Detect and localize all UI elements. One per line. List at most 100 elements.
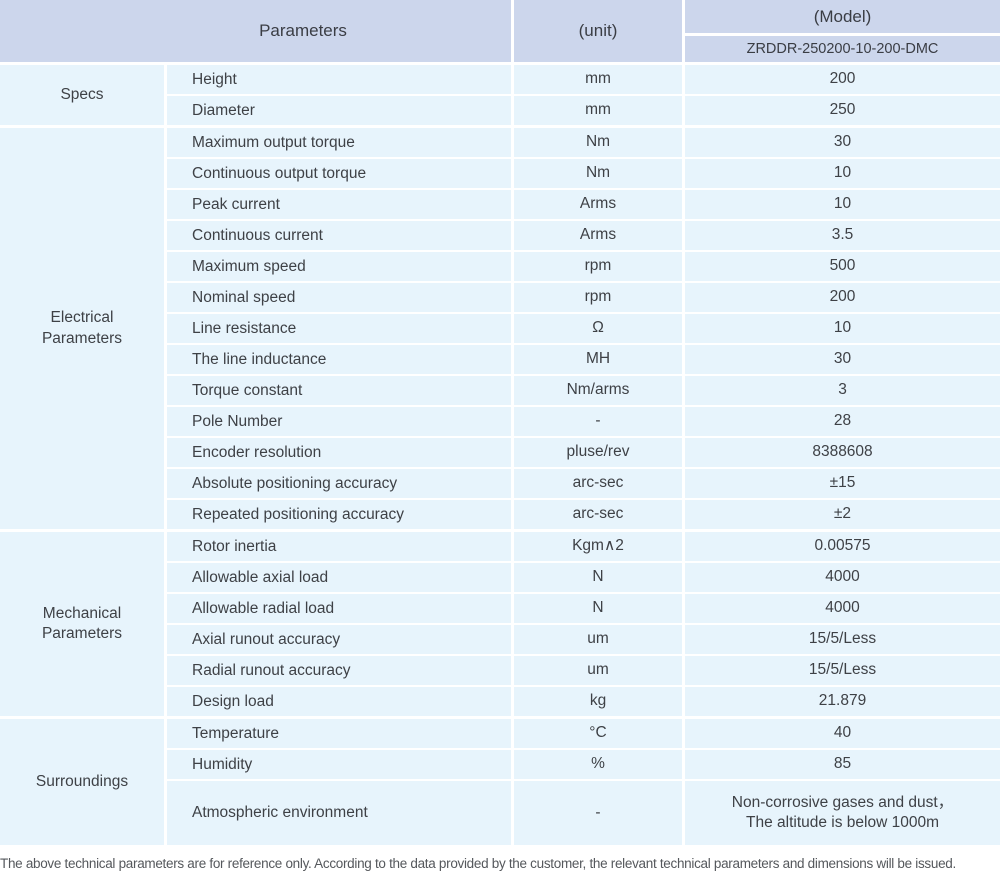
param-value: 4000 (685, 563, 1000, 592)
header-model-group: (Model) ZRDDR-250200-10-200-DMC (685, 0, 1000, 62)
param-name: Continuous current (167, 221, 511, 250)
param-unit: mm (514, 65, 682, 94)
param-value: 0.00575 (685, 532, 1000, 561)
param-name: Rotor inertia (167, 532, 511, 561)
param-value: 3 (685, 376, 1000, 405)
param-name: Repeated positioning accuracy (167, 500, 511, 529)
param-name: Maximum speed (167, 252, 511, 281)
param-name: Absolute positioning accuracy (167, 469, 511, 498)
param-name: Allowable radial load (167, 594, 511, 623)
param-name: Peak current (167, 190, 511, 219)
param-unit: pluse/rev (514, 438, 682, 467)
table-row: Repeated positioning accuracy arc-sec ±2 (167, 500, 1000, 529)
table-row: Axial runout accuracy um 15/5/Less (167, 625, 1000, 654)
param-unit: Ω (514, 314, 682, 343)
param-unit: - (514, 407, 682, 436)
group-rows: Maximum output torque Nm 30 Continuous o… (167, 128, 1000, 529)
table-row: Height mm 200 (167, 65, 1000, 94)
param-unit: arc-sec (514, 469, 682, 498)
header-model: (Model) (685, 0, 1000, 33)
table-row: Encoder resolution pluse/rev 8388608 (167, 438, 1000, 467)
table-row: Maximum speed rpm 500 (167, 252, 1000, 281)
group-label: Mechanical Parameters (0, 532, 164, 716)
param-name: Continuous output torque (167, 159, 511, 188)
param-name: Radial runout accuracy (167, 656, 511, 685)
group-specs: Specs Height mm 200 Diameter mm 250 (0, 65, 1000, 125)
param-name: Allowable axial load (167, 563, 511, 592)
param-name: Temperature (167, 719, 511, 748)
param-name: Humidity (167, 750, 511, 779)
table-row: Allowable radial load N 4000 (167, 594, 1000, 623)
table-row: Continuous output torque Nm 10 (167, 159, 1000, 188)
param-name: Nominal speed (167, 283, 511, 312)
param-unit: N (514, 594, 682, 623)
param-name: Axial runout accuracy (167, 625, 511, 654)
param-value: 10 (685, 190, 1000, 219)
param-unit: Arms (514, 221, 682, 250)
table-row: Continuous current Arms 3.5 (167, 221, 1000, 250)
param-value: 40 (685, 719, 1000, 748)
param-value: 3.5 (685, 221, 1000, 250)
group-rows: Rotor inertia Kgm∧2 0.00575 Allowable ax… (167, 532, 1000, 716)
param-name: Height (167, 65, 511, 94)
param-name: Pole Number (167, 407, 511, 436)
model-number: ZRDDR-250200-10-200-DMC (685, 36, 1000, 62)
param-unit: um (514, 625, 682, 654)
param-value: 30 (685, 128, 1000, 157)
param-value: ±15 (685, 469, 1000, 498)
param-value: 85 (685, 750, 1000, 779)
param-unit: Nm/arms (514, 376, 682, 405)
param-value: 500 (685, 252, 1000, 281)
table-row: Design load kg 21.879 (167, 687, 1000, 716)
param-unit: rpm (514, 283, 682, 312)
param-value: 28 (685, 407, 1000, 436)
param-name: Maximum output torque (167, 128, 511, 157)
param-value: 200 (685, 283, 1000, 312)
param-value: 30 (685, 345, 1000, 374)
group-surroundings: Surroundings Temperature °C 40 Humidity … (0, 719, 1000, 845)
param-value: 250 (685, 96, 1000, 125)
param-value: ±2 (685, 500, 1000, 529)
param-unit: N (514, 563, 682, 592)
table-row: Nominal speed rpm 200 (167, 283, 1000, 312)
table-header: Parameters (unit) (Model) ZRDDR-250200-1… (0, 0, 1000, 62)
table-row: Diameter mm 250 (167, 96, 1000, 125)
param-unit: Nm (514, 159, 682, 188)
param-name: Torque constant (167, 376, 511, 405)
spec-table: Parameters (unit) (Model) ZRDDR-250200-1… (0, 0, 1000, 845)
table-row: Temperature °C 40 (167, 719, 1000, 748)
param-unit: kg (514, 687, 682, 716)
group-mechanical-parameters: Mechanical Parameters Rotor inertia Kgm∧… (0, 532, 1000, 716)
param-unit: rpm (514, 252, 682, 281)
param-value: Non-corrosive gases and dust， The altitu… (685, 781, 1000, 845)
table-row: Allowable axial load N 4000 (167, 563, 1000, 592)
param-value: 15/5/Less (685, 656, 1000, 685)
group-label: Specs (0, 65, 164, 125)
group-rows: Temperature °C 40 Humidity % 85 Atmosphe… (167, 719, 1000, 845)
param-name: Atmospheric environment (167, 781, 511, 845)
param-name: Line resistance (167, 314, 511, 343)
param-value: 4000 (685, 594, 1000, 623)
param-value: 21.879 (685, 687, 1000, 716)
table-row: Atmospheric environment - Non-corrosive … (167, 781, 1000, 845)
table-row: Torque constant Nm/arms 3 (167, 376, 1000, 405)
footer-note: The above technical parameters are for r… (0, 856, 956, 871)
param-name: Diameter (167, 96, 511, 125)
group-label: Surroundings (0, 719, 164, 845)
param-name: Encoder resolution (167, 438, 511, 467)
header-unit: (unit) (514, 0, 682, 62)
group-electrical-parameters: Electrical Parameters Maximum output tor… (0, 128, 1000, 529)
table-row: Humidity % 85 (167, 750, 1000, 779)
table-row: Absolute positioning accuracy arc-sec ±1… (167, 469, 1000, 498)
param-unit: Kgm∧2 (514, 532, 682, 561)
param-value: 200 (685, 65, 1000, 94)
param-name: Design load (167, 687, 511, 716)
param-value: 15/5/Less (685, 625, 1000, 654)
param-unit: mm (514, 96, 682, 125)
param-value: 8388608 (685, 438, 1000, 467)
param-unit: um (514, 656, 682, 685)
table-row: Peak current Arms 10 (167, 190, 1000, 219)
param-name: The line inductance (167, 345, 511, 374)
table-row: Line resistance Ω 10 (167, 314, 1000, 343)
group-rows: Height mm 200 Diameter mm 250 (167, 65, 1000, 125)
